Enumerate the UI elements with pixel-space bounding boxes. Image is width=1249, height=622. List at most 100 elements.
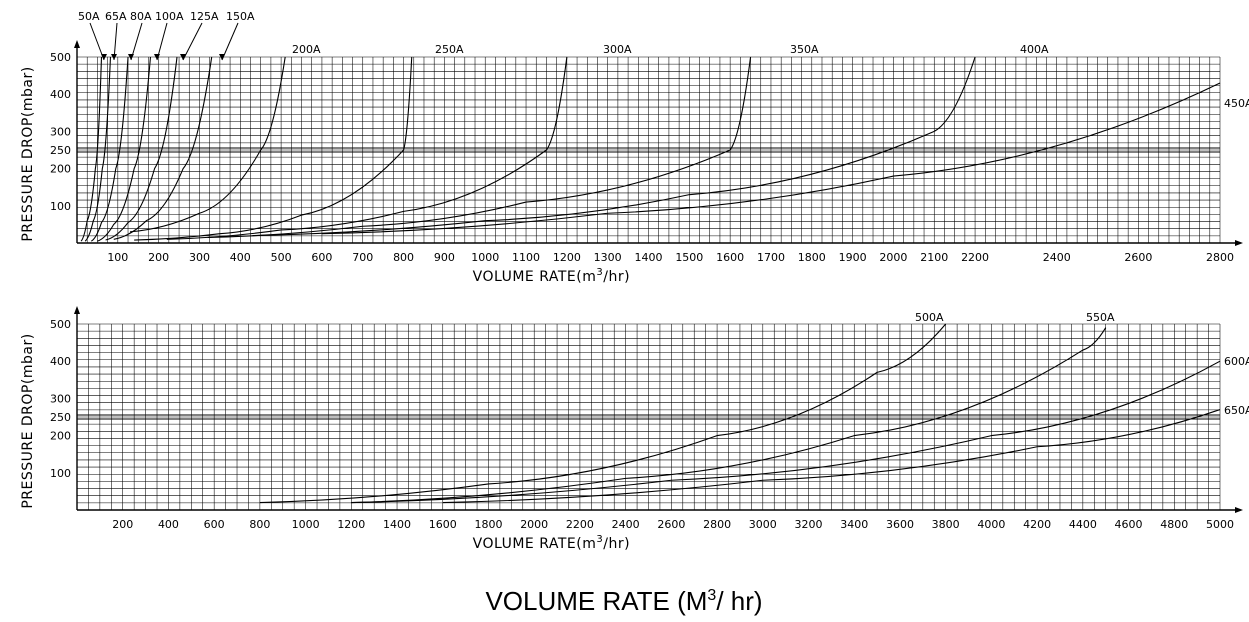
curve-300a [166, 56, 568, 240]
curve-350a [207, 56, 752, 238]
leader-line [113, 22, 118, 61]
curve-550a [351, 327, 1107, 504]
leader-arrow-icon [128, 54, 134, 60]
x-tick-label: 1400 [635, 251, 663, 264]
x-tick-label: 2800 [1206, 251, 1234, 264]
curve-125a [105, 56, 178, 241]
x-tick-label: 1600 [429, 518, 457, 531]
x-tick-label: 3200 [795, 518, 823, 531]
x-tick-label: 5000 [1206, 518, 1234, 531]
curve-50a [80, 56, 103, 242]
x-tick-label: 2600 [1124, 251, 1152, 264]
x-tick-label: 1100 [512, 251, 540, 264]
x-tick-label: 100 [107, 251, 128, 264]
x-tick-label: 600 [311, 251, 332, 264]
x-tick-label: 1600 [716, 251, 744, 264]
x-tick-label: 800 [249, 518, 270, 531]
x-tick-label: 2200 [961, 251, 989, 264]
leader-arrow-icon [154, 54, 160, 60]
x-tick-label: 1500 [675, 251, 703, 264]
x-tick-label: 2100 [920, 251, 948, 264]
x-tick-label: 2400 [612, 518, 640, 531]
x-tick-label: 1700 [757, 251, 785, 264]
curve-label-200a: 200A [292, 43, 321, 56]
x-tick-label: 2800 [703, 518, 731, 531]
y-tick-label: 300 [50, 125, 71, 138]
y-tick-label: 250 [50, 144, 71, 157]
x-tick-label: 1800 [474, 518, 502, 531]
curve-label-650a: 650A [1224, 404, 1249, 417]
x-tick-label: 1200 [553, 251, 581, 264]
x-axis-arrow-icon [1235, 240, 1243, 246]
curve-250a [134, 56, 413, 241]
x-tick-label: 2400 [1043, 251, 1071, 264]
curve-label-500a: 500A [915, 311, 944, 324]
x-tick-label: 900 [434, 251, 455, 264]
x-tick-label: 4200 [1023, 518, 1051, 531]
chart-top: 100 200 300 400 500 600 700 800 900 1000 1100 1200 1… [20, 10, 1249, 285]
leader-line [156, 22, 168, 61]
x-tick-label: 1400 [383, 518, 411, 531]
x-tick-label: 4000 [977, 518, 1005, 531]
x-axis-title: VOLUME RATE(m3/hr) [473, 534, 630, 552]
curve-label-350a: 350A [790, 43, 819, 56]
y-axis-title: PRESSURE DROP(mbar) [20, 66, 36, 241]
x-tick-label: 200 [112, 518, 133, 531]
y-tick-label: 200 [50, 163, 71, 176]
curve-label-80a: 80A [130, 10, 152, 23]
x-tick-label: 4400 [1069, 518, 1097, 531]
y-tick-label: 250 [50, 411, 71, 424]
curve-450a [321, 82, 1221, 235]
bottom-caption: VOLUME RATE (M3/ hr) [485, 586, 762, 616]
curve-100a [97, 56, 152, 242]
x-tick-label: 4600 [1115, 518, 1143, 531]
x-tick-label: 4800 [1160, 518, 1188, 531]
x-tick-label: 1900 [839, 251, 867, 264]
y-axis-title: PRESSURE DROP(mbar) [20, 333, 36, 508]
leader-arrow-icon [101, 54, 107, 60]
y-tick-label: 500 [50, 318, 71, 331]
x-axis-title: VOLUME RATE(m3/hr) [473, 267, 630, 285]
y-tick-label: 400 [50, 355, 71, 368]
x-tick-label: 800 [393, 251, 414, 264]
x-tick-label: 200 [148, 251, 169, 264]
curve-400a [252, 56, 976, 237]
leader-arrow-icon [180, 54, 186, 60]
leader-line [221, 22, 239, 61]
curve-label-50a: 50A [78, 10, 100, 23]
curve-65a [84, 56, 112, 242]
curve-650a [442, 409, 1221, 504]
x-tick-label: 2600 [657, 518, 685, 531]
x-tick-label: 3600 [886, 518, 914, 531]
x-tick-label: 400 [158, 518, 179, 531]
leader-line [89, 22, 105, 61]
y-tick-label: 400 [50, 88, 71, 101]
curve-label-250a: 250A [435, 43, 464, 56]
y-tick-label: 100 [50, 467, 71, 480]
y-axis-arrow-icon [74, 306, 80, 314]
leader-arrow-icon [219, 54, 225, 60]
x-tick-label: 1300 [594, 251, 622, 264]
x-tick-label: 300 [189, 251, 210, 264]
y-axis-arrow-icon [74, 40, 80, 48]
curve-label-300a: 300A [603, 43, 632, 56]
curve-label-150a: 150A [226, 10, 255, 23]
curve-label-400a: 400A [1020, 43, 1049, 56]
x-tick-label: 3000 [749, 518, 777, 531]
y-tick-label: 100 [50, 200, 71, 213]
x-tick-label: 2200 [566, 518, 594, 531]
x-tick-label: 1000 [292, 518, 320, 531]
x-tick-label: 1800 [798, 251, 826, 264]
chart-bottom: 200 400 600 800 1000 1200 1400 1600 1800 2000 2200… [20, 306, 1249, 552]
y-tick-label: 200 [50, 430, 71, 443]
x-tick-label: 400 [230, 251, 251, 264]
x-tick-label: 600 [204, 518, 225, 531]
curve-label-450a: 450A [1224, 97, 1249, 110]
curve-label-550a: 550A [1086, 311, 1115, 324]
leader-arrow-icon [111, 54, 117, 60]
x-tick-label: 2000 [879, 251, 907, 264]
y-tick-label: 300 [50, 392, 71, 405]
curve-label-125a: 125A [190, 10, 219, 23]
x-tick-label: 3400 [840, 518, 868, 531]
